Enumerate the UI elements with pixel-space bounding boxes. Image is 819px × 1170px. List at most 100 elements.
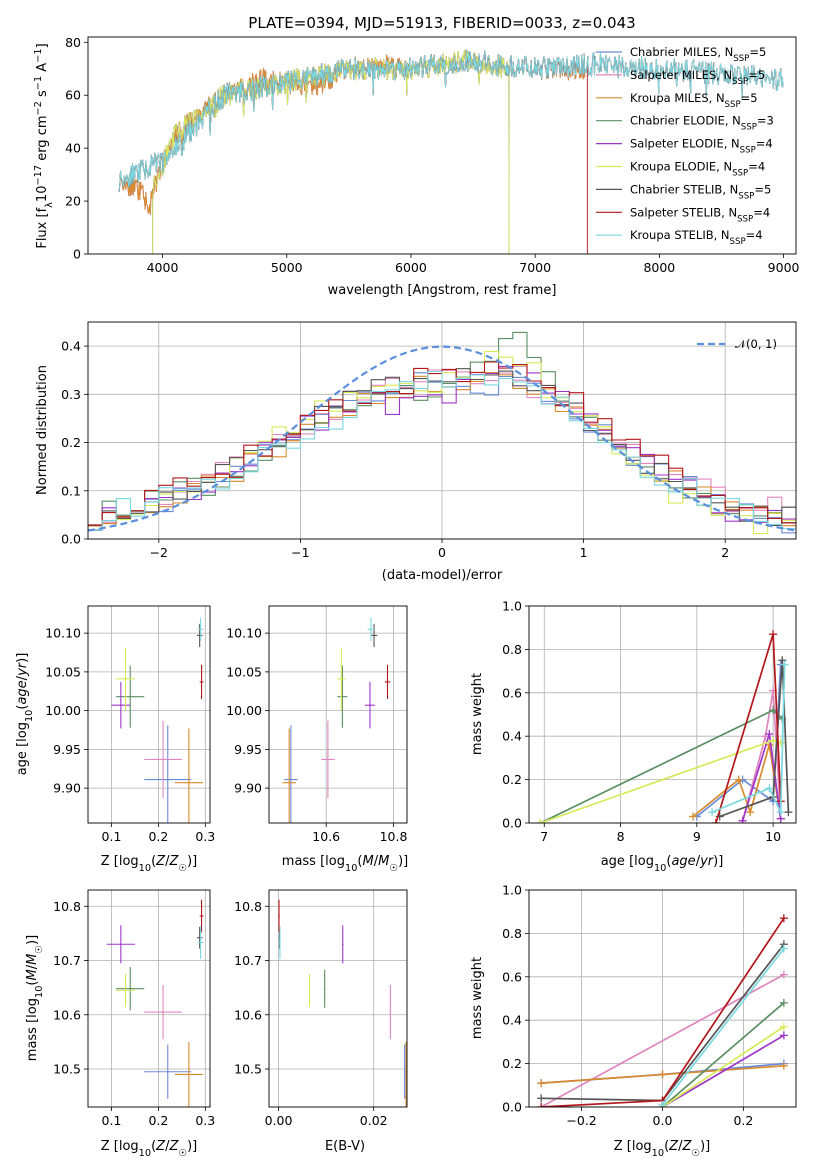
legend-label: Chabrier STELIB, NSSP=5 <box>630 182 771 201</box>
plot-area <box>536 630 793 823</box>
data-point <box>341 695 344 698</box>
panel-2: 0.1 0.2 0.3 9.90 9.95 10.00 10.05 10.10 <box>45 605 215 844</box>
x-tick-label: 0.2 <box>148 829 168 844</box>
y-tick-label: 10.7 <box>234 953 262 968</box>
data-point <box>278 915 280 917</box>
y-tick-label: 10.10 <box>45 626 81 641</box>
y-tick-label: 20 <box>65 194 81 209</box>
y-tick-label: 10.05 <box>226 664 262 679</box>
x-tick-label: 0.2 <box>733 1113 753 1128</box>
data-point <box>124 989 127 992</box>
y-tick-label: 10.8 <box>53 899 81 914</box>
axes-frame <box>528 889 797 1108</box>
x-tick-label: 0.1 <box>102 1113 122 1128</box>
legend: Chabrier MILES, NSSP=5 Salpeter MILES, NS… <box>596 45 774 247</box>
x-axis-label: wavelength [Angstrom, rest frame] <box>328 283 557 298</box>
data-point <box>188 781 190 784</box>
x-tick-label: 10.6 <box>312 829 340 844</box>
y-axis-label: mass [log10(M/M☉)] <box>25 935 45 1061</box>
plot-area <box>111 617 204 823</box>
y-tick-label: 0.3 <box>61 387 81 402</box>
plot-area <box>118 49 784 254</box>
y-tick-label: 1.0 <box>502 883 522 898</box>
data-point <box>200 681 203 683</box>
panel-3: 10.6 10.8 9.90 9.95 10.00 10.05 10.10 <box>226 605 408 844</box>
data-point <box>199 941 202 944</box>
panel-1: −2 −1 0 1 2 0.0 0.1 0.2 0.3 0.4 𝒩(0, 1) <box>61 321 797 560</box>
legend-label: Kroupa MILES, NSSP=5 <box>630 91 758 110</box>
data-point <box>129 695 132 698</box>
y-tick-label: 0.4 <box>61 339 81 354</box>
data-point <box>308 989 311 992</box>
axes-frame <box>87 889 211 1108</box>
histogram-8 <box>88 370 796 531</box>
x-tick-label: 0.0 <box>653 1113 673 1128</box>
data-point <box>166 1070 169 1073</box>
x-axis-label: mass [log10(M/M☉)] <box>282 854 408 874</box>
legend-label: Salpeter STELIB, NSSP=4 <box>630 205 770 224</box>
y-tick-label: 0.6 <box>502 685 522 700</box>
x-tick-label: 9000 <box>768 260 800 275</box>
data-point <box>290 778 292 781</box>
y-tick-label: 0.2 <box>502 772 522 787</box>
data-point <box>129 987 132 990</box>
data-point <box>323 987 326 990</box>
y-tick-label: 60 <box>65 88 81 103</box>
y-tick-label: 10.6 <box>53 1007 81 1022</box>
plot-area <box>106 899 204 1107</box>
y-tick-label: 10.05 <box>45 664 81 679</box>
y-tick-label: 0 <box>73 247 81 262</box>
x-axis-label: E(B-V) <box>325 1139 365 1154</box>
x-tick-label: 0.00 <box>265 1113 293 1128</box>
data-point <box>166 778 169 781</box>
y-axis-label: mass weight <box>470 957 485 1039</box>
weight-line-1 <box>741 690 782 822</box>
data-point <box>120 704 122 706</box>
plot-area <box>88 331 796 535</box>
y-tick-label: 0.2 <box>502 1056 522 1071</box>
y-tick-label: 10.8 <box>234 899 262 914</box>
data-point <box>279 941 281 944</box>
legend-label: Chabrier MILES, NSSP=5 <box>630 45 766 64</box>
axes-frame <box>528 605 797 824</box>
y-tick-label: 0.8 <box>502 926 522 941</box>
x-tick-label: 0.2 <box>148 1113 168 1128</box>
chart-title: PLATE=0394, MJD=51913, FIBERID=0033, z=0… <box>248 14 635 32</box>
x-tick-label: 2 <box>721 545 729 560</box>
legend-label: Kroupa ELODIE, NSSP=4 <box>630 160 765 179</box>
spectrum-line-8 <box>118 49 784 192</box>
data-point <box>340 678 343 680</box>
panel-6: 0.00 0.02 10.5 10.6 10.7 10.8 <box>234 889 408 1128</box>
axes-frame <box>268 605 408 824</box>
panel-0: 4000 5000 6000 7000 8000 9000 0 20 40 60 80 Chabrie… <box>65 35 799 275</box>
x-tick-label: 6000 <box>395 260 427 275</box>
data-point <box>120 943 122 946</box>
data-point <box>373 634 375 637</box>
data-point <box>386 681 389 683</box>
x-tick-label: 8 <box>617 829 625 844</box>
data-point <box>341 943 344 946</box>
x-tick-label: −1 <box>291 545 309 560</box>
y-tick-label: 0.1 <box>61 483 81 498</box>
y-tick-label: 0.4 <box>502 1013 522 1028</box>
legend-label: Salpeter ELODIE, NSSP=4 <box>630 137 773 156</box>
data-point <box>369 704 371 706</box>
y-tick-label: 9.90 <box>234 781 262 796</box>
y-tick-label: 0.6 <box>502 969 522 984</box>
x-tick-label: −2 <box>150 545 168 560</box>
y-tick-label: 9.90 <box>53 781 81 796</box>
y-tick-label: 10.7 <box>53 953 81 968</box>
x-tick-label: 8000 <box>643 260 675 275</box>
x-axis-label: Z [log10(Z/Z☉)] <box>101 1139 198 1159</box>
y-tick-label: 80 <box>65 35 81 50</box>
x-tick-label: 0 <box>438 545 446 560</box>
x-axis-label: age [log10(age/yr)] <box>601 854 724 874</box>
axes-frame <box>87 36 797 255</box>
axes-frame <box>87 605 211 824</box>
data-point <box>199 628 202 631</box>
x-axis-label: Z [log10(Z/Z☉)] <box>614 1139 711 1159</box>
data-point <box>288 781 290 784</box>
x-tick-label: 7000 <box>519 260 551 275</box>
y-tick-label: 10.5 <box>53 1062 81 1077</box>
panel-7: −0.2 0.0 0.2 0.0 0.2 0.4 0.6 0.8 1.0 <box>502 883 797 1128</box>
